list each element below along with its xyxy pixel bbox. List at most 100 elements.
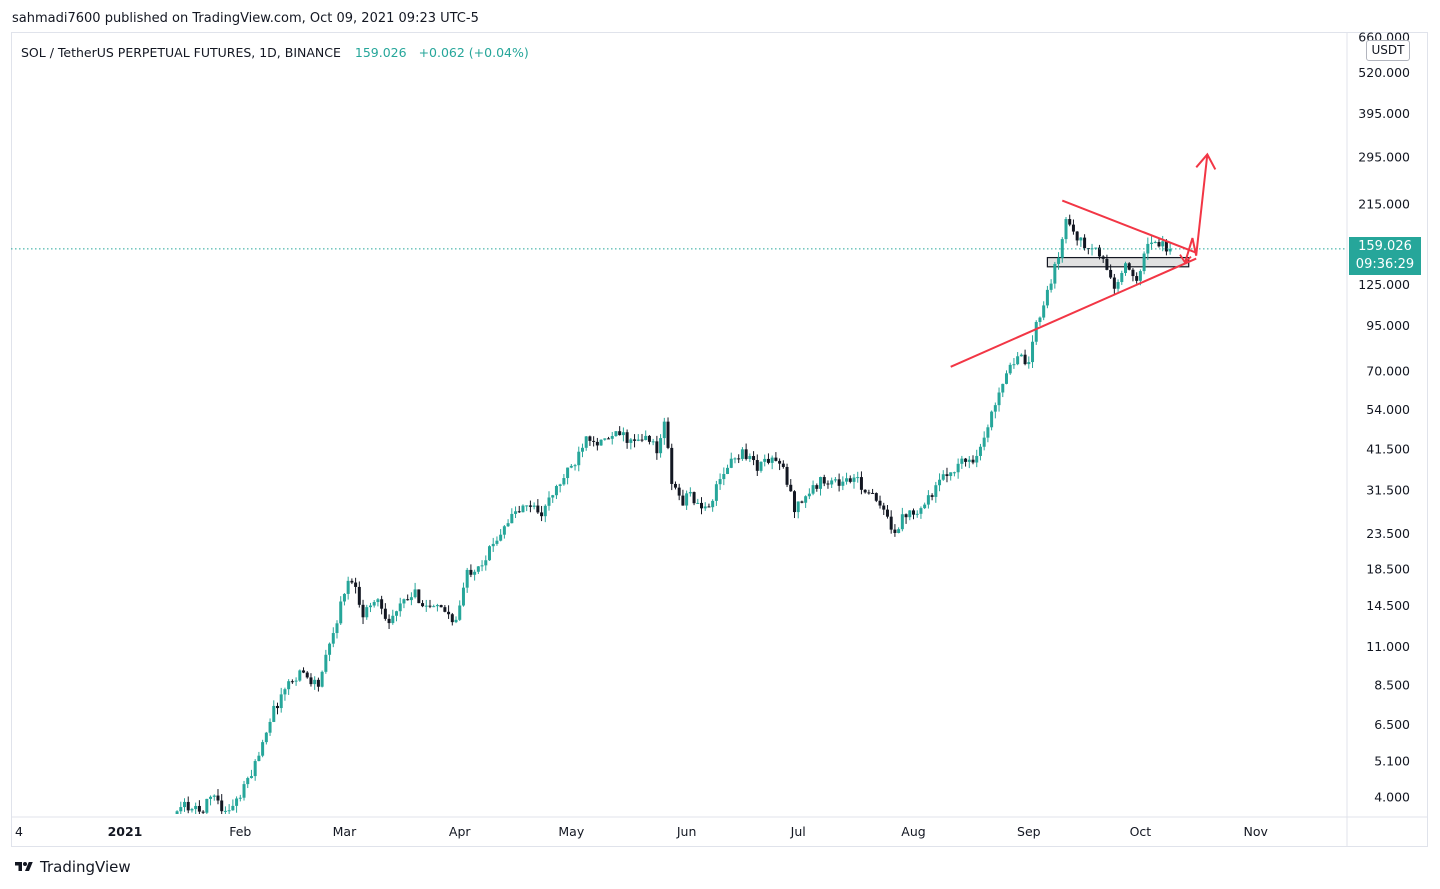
time-tick-label-8: Aug [901, 824, 925, 839]
candle-body [450, 614, 454, 623]
candle-150 [666, 417, 670, 450]
candle-body [867, 492, 871, 494]
candle-217 [915, 510, 919, 518]
candle-body [978, 446, 982, 456]
candle-41 [261, 739, 265, 758]
candle-112 [525, 505, 529, 512]
candle-body [941, 474, 945, 480]
candle-251 [1042, 301, 1046, 321]
candle-184 [792, 490, 796, 519]
candle-224 [941, 470, 945, 481]
candle-106 [502, 525, 506, 539]
candle-117 [543, 504, 547, 523]
candle-135 [610, 432, 614, 445]
candle-229 [960, 455, 964, 469]
candle-46 [279, 687, 283, 713]
candle-266 [1097, 244, 1101, 260]
candle-82 [413, 582, 417, 599]
candle-body [305, 672, 309, 678]
candle-body [383, 608, 387, 619]
candle-body [272, 705, 276, 722]
candle-204 [867, 489, 871, 495]
candle-120 [554, 484, 558, 500]
candle-211 [893, 524, 897, 537]
candle-189 [811, 480, 815, 496]
candle-138 [621, 427, 625, 442]
candle-body [964, 458, 968, 462]
candle-192 [822, 474, 826, 487]
candle-body [640, 439, 644, 441]
candle-244 [1016, 352, 1020, 366]
candle-body [313, 679, 317, 685]
candle-40 [257, 751, 261, 762]
candle-270 [1112, 273, 1116, 294]
candle-body [647, 435, 651, 442]
candle-87 [432, 604, 436, 608]
candle-body [439, 605, 443, 608]
candle-226 [949, 472, 953, 481]
candle-body [1060, 239, 1064, 258]
candle-body [900, 514, 904, 530]
candle-body [826, 483, 830, 485]
candle-177 [766, 453, 770, 465]
candle-body [320, 671, 324, 687]
candle-165 [722, 467, 726, 486]
candle-203 [863, 489, 867, 494]
candle-body [752, 456, 756, 461]
candle-107 [506, 519, 510, 527]
candle-body [651, 441, 655, 443]
candle-body [212, 795, 216, 797]
candle-53 [305, 671, 309, 679]
candle-93 [454, 616, 458, 624]
candle-133 [603, 438, 607, 441]
candle-body [473, 571, 477, 575]
candle-body [610, 436, 614, 439]
candle-209 [885, 505, 889, 519]
candle-95 [461, 582, 465, 607]
candle-body [554, 486, 558, 496]
candle-271 [1116, 279, 1120, 292]
candle-body [755, 460, 759, 471]
branding[interactable]: TradingView [12, 858, 131, 876]
candle-body [395, 611, 399, 616]
candle-body [997, 392, 1001, 406]
candle-67 [357, 581, 361, 608]
candle-body [331, 633, 335, 644]
candle-74 [383, 603, 387, 621]
currency-button[interactable]: USDT [1366, 40, 1410, 61]
candle-181 [781, 460, 785, 469]
time-tick-label-4: Apr [449, 824, 471, 839]
candle-250 [1038, 316, 1042, 326]
candle-36 [242, 780, 246, 801]
candle-94 [458, 600, 462, 621]
candle-body [670, 447, 674, 484]
candle-261 [1079, 237, 1083, 247]
candle-180 [778, 458, 782, 471]
candle-91 [447, 605, 451, 619]
candle-body [863, 489, 867, 493]
candle-body [666, 421, 670, 448]
symbol-title: SOL / TetherUS PERPETUAL FUTURES, 1D, BI… [21, 45, 341, 60]
candle-237 [990, 410, 994, 431]
candle-body [528, 505, 532, 507]
support-zone [1046, 256, 1190, 268]
candle-128 [584, 436, 588, 451]
candle-body [249, 776, 253, 779]
candle-213 [900, 507, 904, 532]
candle-140 [629, 437, 633, 450]
candle-body [1097, 247, 1101, 257]
candle-body [833, 479, 837, 481]
tradingview-logo-icon [15, 862, 33, 871]
candle-121 [558, 483, 562, 493]
candle-212 [897, 527, 901, 534]
candle-body [614, 431, 618, 437]
candle-body [543, 505, 547, 517]
candle-147 [655, 435, 659, 460]
candle-body [856, 477, 860, 479]
candle-body [629, 439, 633, 443]
time-tick-label-0: 4 [15, 824, 23, 839]
candle-body [186, 801, 190, 811]
candle-body [569, 465, 573, 468]
candle-113 [528, 500, 532, 513]
